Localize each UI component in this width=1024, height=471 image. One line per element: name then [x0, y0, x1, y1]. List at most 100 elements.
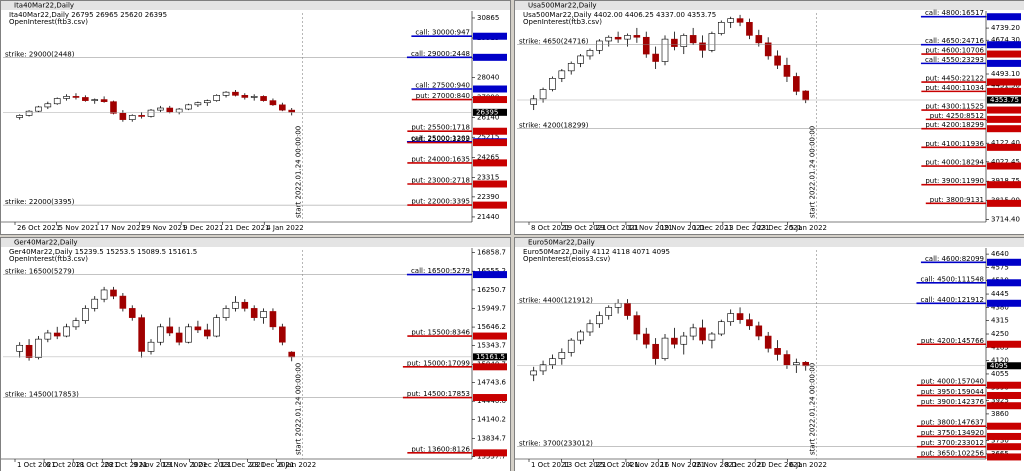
price-label: 3925 — [991, 397, 1009, 405]
candle-body — [717, 321, 725, 335]
level-label: call: 4600:82099 — [925, 255, 984, 263]
candle-body — [91, 298, 99, 309]
candle-body — [147, 341, 155, 352]
price-label: 22390 — [477, 193, 499, 201]
level-label: put: 4100:11936 — [925, 140, 984, 148]
candle-body — [596, 40, 603, 51]
level-tag — [987, 299, 1021, 307]
candle-body — [175, 332, 183, 343]
candle-body — [166, 326, 174, 334]
candle-body — [736, 18, 744, 23]
candle-body — [157, 107, 164, 111]
candle-body — [241, 301, 249, 309]
date-label: 21 Dec 2021 — [225, 224, 270, 232]
candle-body — [661, 38, 669, 62]
candle-body — [147, 109, 155, 117]
window-title: Ger40Mar22,Daily — [14, 239, 78, 247]
level-label: put: 25000:3359 — [411, 135, 470, 143]
candle-body — [642, 333, 650, 345]
indicator-name: OpenInterest(ftb3.csv) — [523, 18, 602, 26]
candle-body — [624, 302, 631, 316]
indicator-name: OpenInterest(eioss3.csv) — [523, 255, 611, 263]
candle-body — [652, 343, 659, 359]
candle-body — [100, 99, 108, 102]
candle-body — [680, 35, 688, 47]
level-label: call: 29000:2448 — [411, 50, 470, 58]
candle-body — [727, 18, 734, 23]
candle-body — [63, 96, 70, 99]
level-label: put: 3800:147637 — [921, 419, 984, 427]
candle-body — [35, 338, 42, 358]
current-price-box — [473, 108, 507, 116]
level-tag — [473, 180, 507, 188]
strike-label: strike: 4200(18299) — [519, 122, 589, 130]
candle-body — [166, 107, 174, 113]
candle-body — [577, 55, 584, 64]
date-label: 6 Jan 2022 — [789, 461, 827, 469]
strike-label: strike: 4650(24716) — [519, 38, 589, 46]
strike-label: strike: 3700(233012) — [519, 440, 593, 448]
candle-body — [53, 332, 61, 337]
level-label: put: 25500:1718 — [411, 124, 470, 132]
candle-body — [128, 308, 136, 318]
candle-body — [194, 326, 202, 331]
candle-body — [241, 95, 249, 98]
date-label: 5 Nov 2021 — [59, 224, 99, 232]
level-label: put: 4000:18294 — [925, 159, 984, 167]
candle-body — [100, 289, 108, 300]
strike-label: strike: 16500(5279) — [5, 268, 75, 276]
candle-body — [549, 358, 556, 366]
candle-body — [260, 311, 267, 318]
candle-body — [605, 307, 613, 316]
candle-body — [783, 64, 791, 77]
date-label: 10 Nov 2021 — [628, 224, 673, 232]
level-label: call: 4550:23293 — [925, 56, 984, 64]
candle-body — [213, 95, 220, 101]
price-label: 13537.7 — [477, 453, 506, 461]
level-label: put: 3900:142376 — [921, 398, 985, 406]
date-label: 29 Oct 2021 — [596, 224, 639, 232]
date-label: 1 Oct 2021 — [531, 461, 570, 469]
price-label: 14440.6 — [477, 397, 506, 405]
candle-body — [596, 315, 603, 325]
start-label: start 2022.01.24 00:00:00 — [808, 363, 816, 455]
candle-body — [755, 325, 763, 337]
candle-body — [53, 98, 61, 105]
current-price-label: 4353.75 — [990, 96, 1019, 104]
start-label: start 2022.01.24 00:00:00 — [294, 363, 302, 455]
candle-body — [119, 112, 127, 120]
level-tag — [987, 258, 1021, 266]
level-tag — [987, 181, 1021, 189]
level-tag — [987, 115, 1021, 123]
level-label: put: 3700:233012 — [921, 439, 984, 447]
date-label: 18 Oct 2021 — [75, 461, 118, 469]
date-label: 20 Dec 2021 — [757, 461, 802, 469]
candle-body — [793, 362, 800, 366]
price-label: 3714.40 — [991, 215, 1020, 223]
price-label: 13834.7 — [477, 434, 506, 442]
price-label: 24265 — [477, 153, 499, 161]
candle-body — [222, 91, 230, 96]
date-label: 28 Oct 2021 — [104, 461, 147, 469]
price-label: 21440 — [477, 213, 499, 221]
strike-label: strike: 4400(121912) — [519, 296, 593, 304]
candle-body — [642, 36, 650, 55]
price-label: 4055 — [991, 370, 1009, 378]
level-tag — [987, 50, 1021, 58]
candle-body — [72, 320, 80, 328]
level-label: put: 13600:8126 — [411, 445, 470, 453]
price-label: 4122.40 — [991, 139, 1020, 147]
price-label: 28040 — [477, 74, 499, 82]
candle-body — [269, 100, 277, 106]
level-label: put: 15000:17099 — [407, 359, 470, 367]
candle-body — [567, 63, 575, 72]
current-price-box — [987, 96, 1021, 104]
level-label: put: 4300:11525 — [925, 103, 984, 111]
date-label: 13 Dec 2021 — [221, 461, 266, 469]
candle-body — [802, 90, 810, 101]
candle-body — [203, 329, 211, 337]
window-title: Ita40Mar22,Daily — [14, 2, 74, 10]
candle-body — [764, 42, 772, 57]
